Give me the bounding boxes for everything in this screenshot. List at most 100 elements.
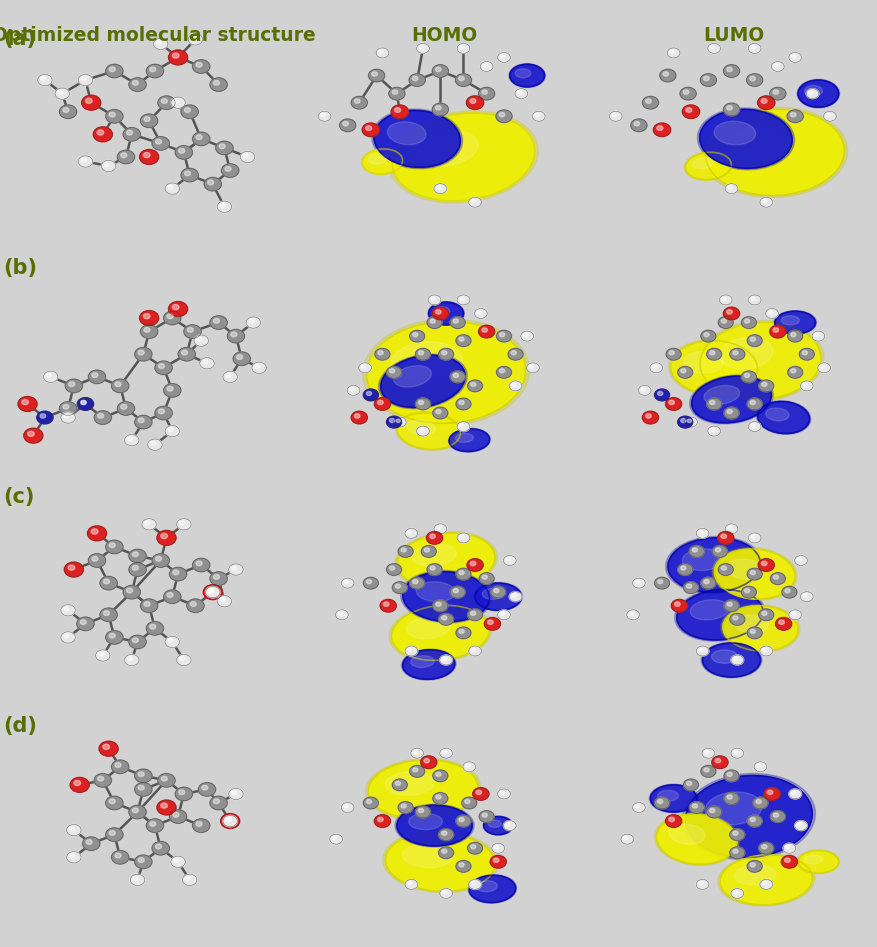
Circle shape [158,364,164,368]
Circle shape [450,316,465,329]
Circle shape [432,599,447,612]
Circle shape [138,772,144,777]
Circle shape [720,566,725,570]
Circle shape [138,858,144,863]
Circle shape [81,401,86,404]
Circle shape [208,589,213,593]
Circle shape [157,530,176,545]
Circle shape [629,612,633,616]
Circle shape [709,401,714,404]
Circle shape [105,64,123,78]
Circle shape [121,404,126,409]
Circle shape [466,96,483,110]
Ellipse shape [781,315,799,325]
Circle shape [457,295,469,305]
Circle shape [634,581,638,583]
Circle shape [192,60,210,73]
Circle shape [724,770,738,781]
Ellipse shape [396,412,461,451]
Circle shape [416,44,429,53]
Circle shape [386,416,401,428]
Circle shape [656,126,662,131]
Circle shape [677,563,692,576]
Circle shape [109,543,115,547]
Ellipse shape [408,813,442,830]
Circle shape [64,563,83,577]
Circle shape [378,50,382,53]
Circle shape [726,795,731,799]
Ellipse shape [483,816,512,834]
Circle shape [439,748,452,759]
Circle shape [81,158,86,162]
Circle shape [404,880,417,889]
Circle shape [149,67,155,72]
Circle shape [167,386,173,391]
Circle shape [732,849,738,853]
Circle shape [481,90,487,95]
Circle shape [760,562,766,565]
Circle shape [790,368,795,373]
Ellipse shape [396,805,472,846]
Circle shape [717,563,732,576]
Circle shape [383,602,389,606]
Circle shape [431,103,448,116]
Circle shape [464,799,469,804]
Circle shape [808,91,812,94]
Circle shape [386,563,401,576]
Circle shape [669,50,674,53]
Circle shape [703,750,709,754]
Circle shape [143,313,150,319]
Circle shape [749,817,754,822]
Ellipse shape [696,320,823,402]
Circle shape [181,105,198,118]
Ellipse shape [683,152,731,181]
Circle shape [800,592,812,601]
Circle shape [182,350,188,355]
Circle shape [724,599,738,612]
Circle shape [479,573,494,584]
Circle shape [129,805,146,819]
Circle shape [640,387,645,391]
Circle shape [198,782,216,796]
Circle shape [472,788,488,800]
Circle shape [459,630,464,634]
Circle shape [432,407,447,419]
Circle shape [749,570,754,575]
Circle shape [407,530,411,534]
Circle shape [478,87,494,100]
Circle shape [499,368,504,373]
Ellipse shape [467,875,516,903]
Circle shape [412,332,417,337]
Circle shape [729,829,744,841]
Circle shape [404,528,417,538]
Circle shape [210,315,227,330]
Ellipse shape [385,832,495,891]
Ellipse shape [433,307,449,315]
Ellipse shape [702,643,759,677]
Circle shape [82,96,101,110]
Circle shape [491,843,504,853]
Circle shape [207,180,213,185]
Circle shape [720,319,725,323]
Circle shape [169,567,187,581]
Circle shape [784,858,789,863]
Ellipse shape [734,615,767,633]
Circle shape [138,418,144,422]
Circle shape [225,817,231,822]
Circle shape [424,548,429,552]
Circle shape [526,363,538,373]
Circle shape [442,750,446,754]
Circle shape [118,151,134,164]
Ellipse shape [469,875,515,902]
Circle shape [366,391,371,396]
Circle shape [726,106,731,110]
Circle shape [146,64,163,78]
Circle shape [750,535,754,539]
Ellipse shape [701,642,761,678]
Circle shape [154,406,172,420]
Circle shape [115,853,121,858]
Circle shape [125,435,139,446]
Circle shape [761,648,766,652]
Circle shape [67,851,81,863]
Ellipse shape [665,536,762,594]
